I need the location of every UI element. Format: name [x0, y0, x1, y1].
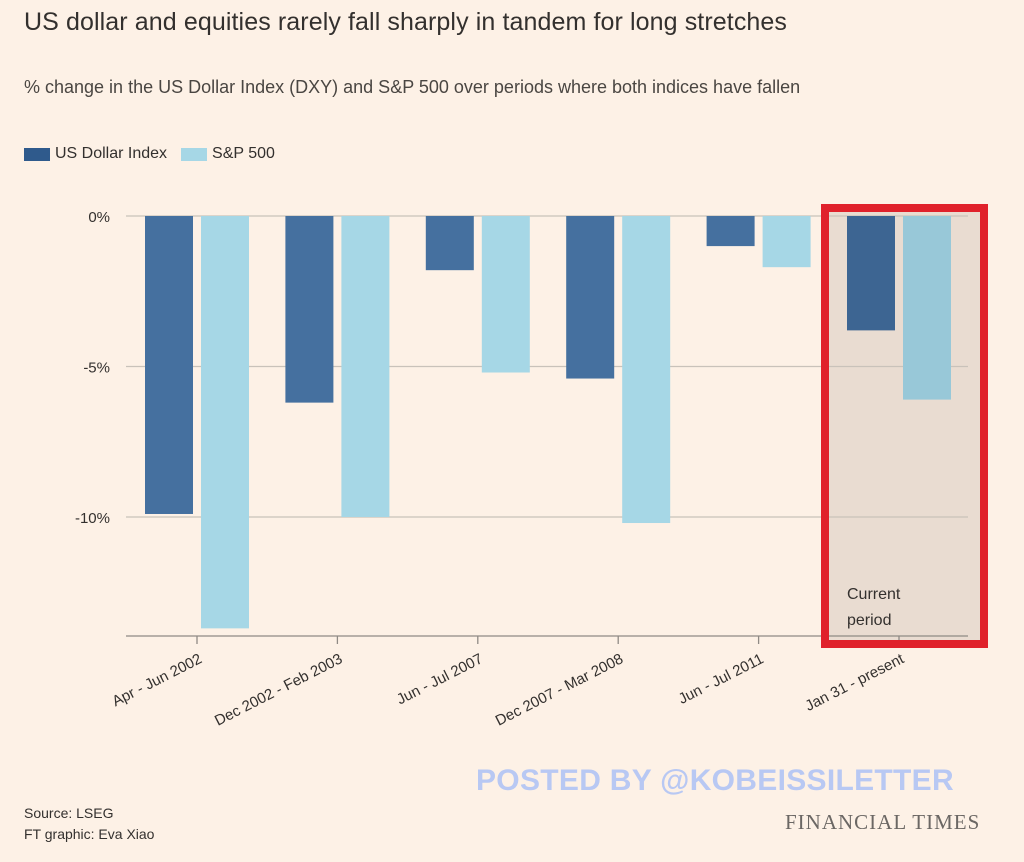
watermark: POSTED BY @KOBEISSILETTER	[476, 764, 954, 797]
bar-us-dollar-index	[425, 216, 474, 271]
source-line: Source: LSEG	[24, 805, 114, 821]
x-category-label: Jan 31 - present	[803, 650, 908, 715]
bar-us-dollar-index	[145, 216, 193, 514]
y-tick-label: -5%	[83, 360, 110, 377]
annotation-current: Current	[847, 586, 901, 603]
y-tick-label: 0%	[88, 209, 110, 226]
x-category-label: Dec 2002 - Feb 2003	[212, 650, 345, 729]
y-tick-label: -10%	[75, 510, 110, 527]
bar-sp500	[762, 216, 811, 268]
chart-subtitle: % change in the US Dollar Index (DXY) an…	[24, 77, 801, 97]
graphic-credit: FT graphic: Eva Xiao	[24, 826, 155, 842]
bar-sp500	[201, 216, 249, 629]
annotation-period: period	[847, 612, 891, 629]
bar-sp500	[903, 216, 951, 400]
x-category-label: Jun - Jul 2011	[676, 650, 767, 707]
bar-us-dollar-index	[706, 216, 755, 247]
legend-swatch-dollar	[24, 147, 50, 161]
legend-item-sp500: S&P 500	[181, 145, 275, 163]
chart-title: US dollar and equities rarely fall sharp…	[24, 8, 788, 36]
bar-us-dollar-index	[566, 216, 615, 379]
legend-item-dollar: US Dollar Index	[24, 145, 167, 163]
legend: US Dollar Index S&P 500	[24, 145, 289, 163]
bar-sp500	[481, 216, 530, 373]
legend-label-sp500: S&P 500	[212, 145, 275, 162]
x-category-label: Dec 2007 - Mar 2008	[493, 650, 626, 729]
x-category-label: Apr - Jun 2002	[109, 650, 204, 710]
bar-sp500	[622, 216, 671, 524]
bar-sp500	[341, 216, 390, 517]
highlight-border	[821, 204, 988, 648]
bar-us-dollar-index	[285, 216, 334, 403]
legend-label-dollar: US Dollar Index	[55, 145, 168, 162]
bar-us-dollar-index	[847, 216, 895, 331]
source-note: Source: LSEG FT graphic: Eva Xiao	[24, 803, 154, 845]
x-category-label: Jun - Jul 2007	[394, 650, 486, 708]
publisher-logo: FINANCIAL TIMES	[785, 810, 981, 834]
legend-swatch-sp500	[181, 147, 208, 161]
